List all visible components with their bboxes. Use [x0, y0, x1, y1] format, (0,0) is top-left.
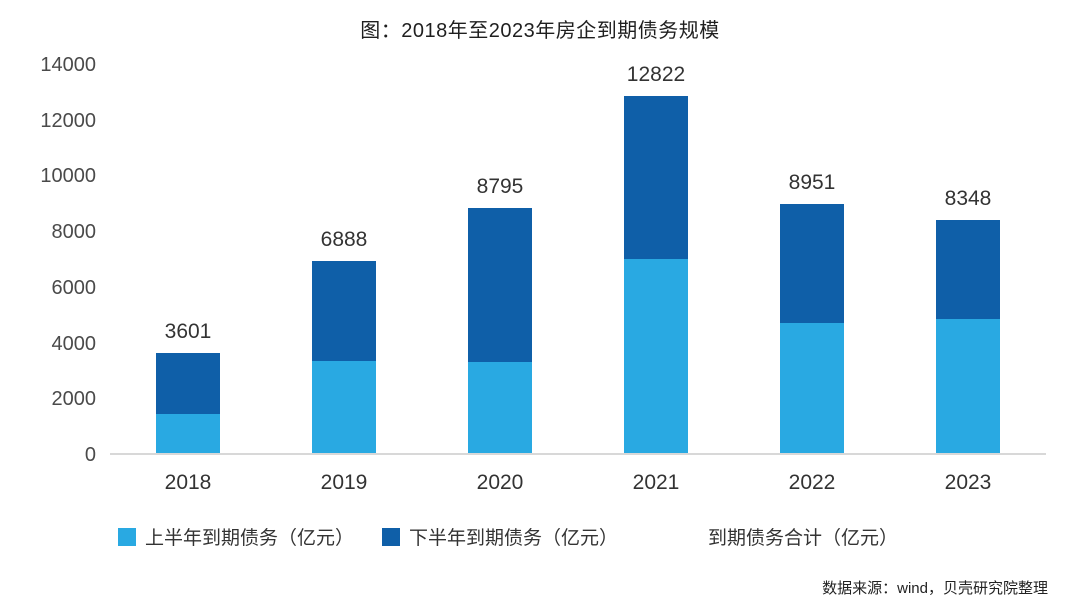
- x-axis-label: 2019: [320, 471, 368, 494]
- bar-group-2022: 8951 2022: [780, 63, 844, 494]
- x-axis-label: 2020: [476, 471, 524, 494]
- x-axis-label: 2022: [788, 471, 836, 494]
- bar-group-2023: 8348 2023: [936, 63, 1000, 494]
- legend-label-second-half: 下半年到期债务（亿元）: [409, 528, 619, 549]
- segment-first-half: [780, 323, 844, 453]
- legend-swatch-light-blue: [118, 527, 136, 546]
- legend-label-total: 到期债务合计（亿元）: [708, 528, 899, 549]
- chart-title: 图：2018年至2023年房企到期债务规模: [360, 20, 720, 42]
- segment-first-half: [468, 362, 532, 453]
- bar-group-2020: 8795 2020: [468, 63, 532, 494]
- legend: 上半年到期债务（亿元） 下半年到期债务（亿元） 到期债务合计（亿元）: [118, 523, 1080, 550]
- segment-second-half: [156, 352, 220, 414]
- y-axis-tick: 4000: [51, 332, 97, 355]
- segment-second-half: [780, 203, 844, 324]
- x-axis-label: 2021: [632, 471, 680, 494]
- segment-first-half: [156, 414, 220, 453]
- y-axis-tick: 6000: [51, 276, 97, 299]
- data-source: 数据来源：wind，贝壳研究院整理: [822, 580, 1048, 597]
- x-axis-label: 2023: [944, 471, 992, 494]
- legend-swatch-dark-blue: [382, 527, 401, 546]
- total-data-label: 8348: [944, 187, 992, 211]
- y-axis: 0 2000 4000 6000 8000 10000 12000 14000: [28, 54, 110, 466]
- bar-group-2021: 12822 2021: [624, 62, 688, 494]
- total-data-label: 6888: [320, 228, 368, 252]
- y-axis-tick: 2000: [51, 388, 97, 411]
- segment-first-half: [624, 259, 688, 453]
- stacked-bar: [312, 261, 376, 453]
- stacked-bar: [936, 220, 1000, 453]
- y-axis-tick: 12000: [40, 109, 96, 132]
- x-axis-label: 2018: [164, 471, 212, 494]
- legend-item-total: 到期债务合计（亿元）: [708, 523, 898, 550]
- bar-chart: 0 2000 4000 6000 8000 10000 12000 14000 3601 201…: [28, 54, 1046, 494]
- stacked-bar: [624, 95, 688, 453]
- total-data-label: 8951: [788, 170, 836, 194]
- total-data-label: 3601: [164, 319, 212, 343]
- segment-second-half: [624, 95, 688, 260]
- legend-label-first-half: 上半年到期债务（亿元）: [145, 528, 355, 549]
- segment-first-half: [312, 361, 376, 453]
- y-axis-tick: 8000: [51, 221, 97, 244]
- stacked-bar: [468, 208, 532, 453]
- legend-item-second-half: 下半年到期债务（亿元）: [382, 523, 618, 550]
- total-data-label: 12822: [626, 62, 686, 86]
- plot-area: 3601 2018 6888 2019 8795 2020 12822 2021 8951 202…: [110, 62, 1046, 494]
- segment-second-half: [936, 220, 1000, 320]
- segment-first-half: [936, 319, 1000, 453]
- y-axis-tick: 0: [84, 444, 96, 466]
- legend-item-first-half: 上半年到期债务（亿元）: [118, 523, 354, 550]
- stacked-bar: [156, 352, 220, 453]
- y-axis-tick: 10000: [40, 165, 96, 188]
- segment-second-half: [312, 261, 376, 362]
- bar-group-2019: 6888 2019: [312, 63, 376, 494]
- bar-group-2018: 3601 2018: [156, 63, 220, 494]
- y-axis-tick: 14000: [40, 54, 96, 76]
- stacked-bar: [780, 203, 844, 453]
- total-data-label: 8795: [476, 175, 524, 199]
- segment-second-half: [468, 208, 532, 363]
